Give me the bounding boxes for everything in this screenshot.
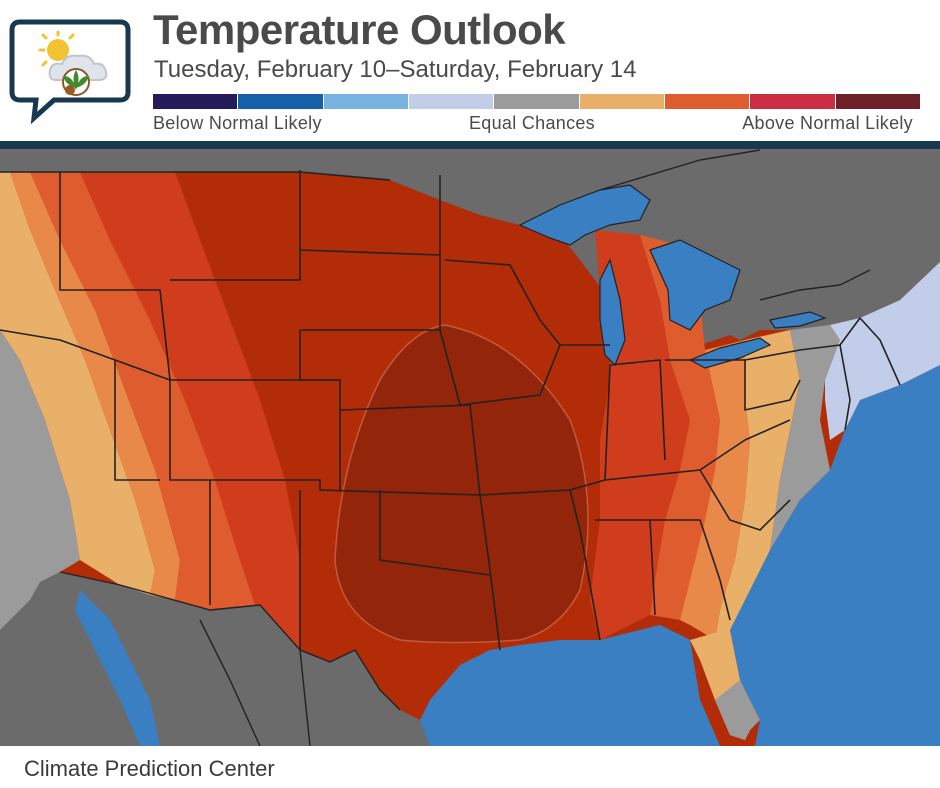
legend-equal-label: Equal Chances — [469, 113, 595, 133]
west-40-band — [10, 172, 180, 600]
color-scale-legend — [153, 94, 920, 109]
west-50-band — [30, 172, 255, 610]
east-ec-band — [720, 325, 840, 730]
east-50-band — [640, 235, 720, 620]
country-borders — [59, 149, 871, 746]
outlook-map — [0, 149, 940, 746]
legend-swatch-below-slight — [408, 94, 494, 109]
legend-swatch-below-low — [323, 94, 408, 109]
legend-above-label: Above Normal Likely — [742, 113, 913, 133]
legend-swatch-above-slight — [579, 94, 664, 109]
baja-gulf — [75, 590, 160, 746]
header-divider — [0, 141, 940, 149]
northeast-below-band — [825, 262, 940, 440]
east-40-band — [680, 340, 750, 640]
header: Temperature Outlook Tuesday, February 10… — [0, 0, 940, 140]
west-coast-ec-band — [0, 330, 80, 630]
great-lakes — [518, 184, 827, 369]
source-credit: Climate Prediction Center — [24, 756, 275, 781]
west-60-band — [80, 172, 300, 650]
west-33-band — [0, 172, 155, 595]
legend-swatch-above-high — [835, 94, 920, 109]
gulf-of-mexico — [430, 625, 720, 746]
legend-swatch-equal-chances — [494, 94, 579, 109]
mexico-land — [0, 572, 430, 746]
footer: Climate Prediction Center — [0, 746, 940, 788]
weather-crop-logo-icon — [9, 19, 131, 124]
legend-swatch-below-high — [153, 94, 238, 109]
legend-swatch-above-low — [664, 94, 750, 109]
legend-swatch-below-medium — [238, 94, 323, 109]
date-range-subtitle: Tuesday, February 10–Saturday, February … — [154, 56, 637, 83]
page-title: Temperature Outlook — [153, 6, 566, 53]
state-borders — [0, 170, 901, 651]
legend-swatch-above-medium — [750, 94, 835, 109]
legend-below-label: Below Normal Likely — [153, 113, 322, 133]
florida-tip — [715, 680, 755, 740]
east-33-band — [705, 330, 800, 690]
map-svg — [0, 149, 940, 746]
